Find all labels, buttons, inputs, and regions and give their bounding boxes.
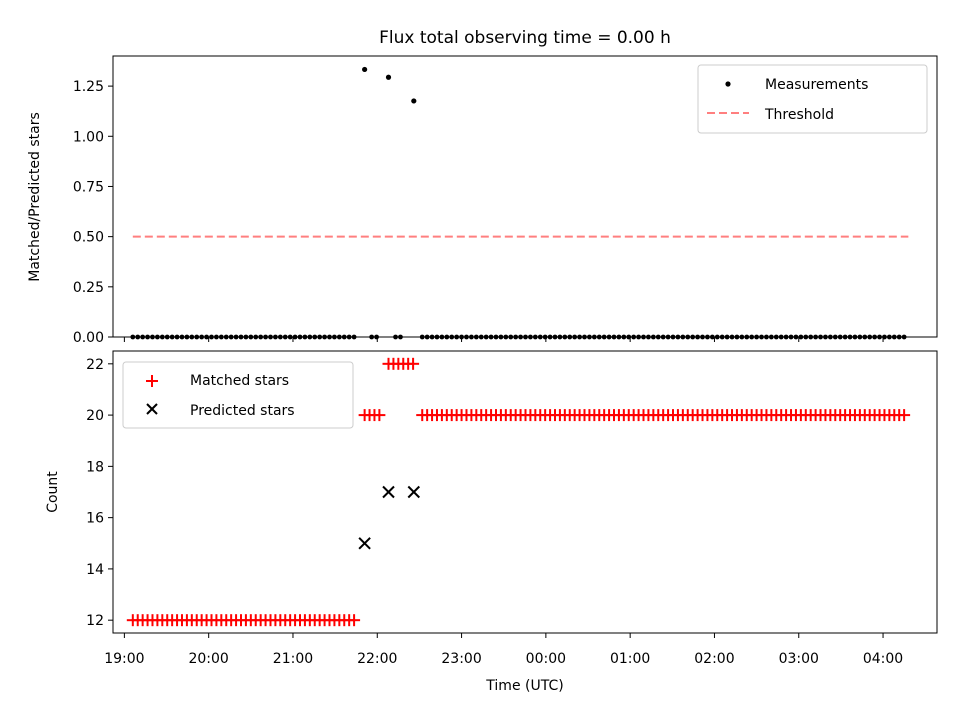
top-y-tick-label: 0.00: [73, 330, 104, 346]
x-axis-label: Time (UTC): [485, 678, 563, 694]
chart-title: Flux total observing time = 0.00 h: [379, 28, 671, 48]
top-y-axis-label: Matched/Predicted stars: [27, 112, 43, 282]
predicted-star-marker: [358, 537, 371, 550]
bottom-y-tick-label: 12: [86, 613, 104, 629]
matched-star-marker: [407, 357, 420, 370]
predicted-star-marker: [407, 485, 421, 499]
bottom-y-tick-label: 20: [86, 408, 104, 424]
top-axes-frame: [112, 55, 938, 338]
measurements-legend-label: Measurements: [765, 77, 868, 93]
x-tick-label: 02:00: [694, 651, 734, 667]
x-tick-label: 23:00: [441, 651, 481, 667]
bottom-y-tick-label: 22: [86, 357, 104, 373]
measurement-point: [362, 66, 368, 73]
top-legend-box: [697, 64, 928, 134]
predicted-stars-legend-marker: [146, 403, 158, 415]
x-tick-label: 20:00: [188, 651, 228, 667]
bottom-axes-frame: [112, 350, 938, 634]
x-tick-label: 00:00: [526, 651, 566, 667]
threshold-legend-label: Threshold: [764, 107, 834, 123]
bottom-y-tick-label: 18: [86, 459, 104, 475]
matched-stars-legend-marker: [146, 375, 158, 387]
top-y-tick-label: 1.25: [73, 79, 104, 95]
matched-star-marker: [373, 409, 386, 422]
measurement-point: [385, 74, 392, 80]
x-tick-label: 19:00: [104, 651, 144, 667]
bottom-panel-counts: 12 14 16 18 20 22 19:00 20:00 21:00 22:00 23:00 00…: [45, 350, 938, 694]
matched-stars-legend-label: Matched stars: [190, 373, 289, 389]
measurement-point: [411, 98, 417, 104]
predicted-stars-legend-label: Predicted stars: [190, 403, 295, 419]
matched-star-marker: [898, 409, 911, 422]
top-y-tick-label: 0.75: [73, 179, 104, 195]
top-y-tick-label: 1.00: [73, 129, 104, 145]
bottom-y-axis-label: Count: [45, 471, 61, 513]
top-legend: Measurements Threshold: [697, 64, 928, 134]
x-tick-label: 22:00: [357, 651, 397, 667]
predicted-star-marker: [382, 485, 395, 499]
x-tick-label: 01:00: [610, 651, 650, 667]
top-panel-ratio: 0.00 0.25 0.50 0.75 1.00 1.25 Matched/Predict…: [27, 55, 938, 346]
bottom-y-tick-label: 16: [86, 511, 104, 527]
x-tick-label: 04:00: [863, 651, 903, 667]
bottom-legend: Matched stars Predicted stars: [122, 361, 354, 429]
bottom-y-tick-label: 14: [86, 562, 104, 578]
bottom-legend-box: [122, 361, 354, 429]
measurements-legend-marker: [725, 81, 731, 87]
x-tick-label: 21:00: [273, 651, 313, 667]
top-y-tick-label: 0.50: [73, 230, 104, 246]
matched-star-marker: [348, 614, 361, 627]
x-tick-label: 03:00: [779, 651, 819, 667]
top-y-tick-label: 0.25: [73, 280, 104, 296]
